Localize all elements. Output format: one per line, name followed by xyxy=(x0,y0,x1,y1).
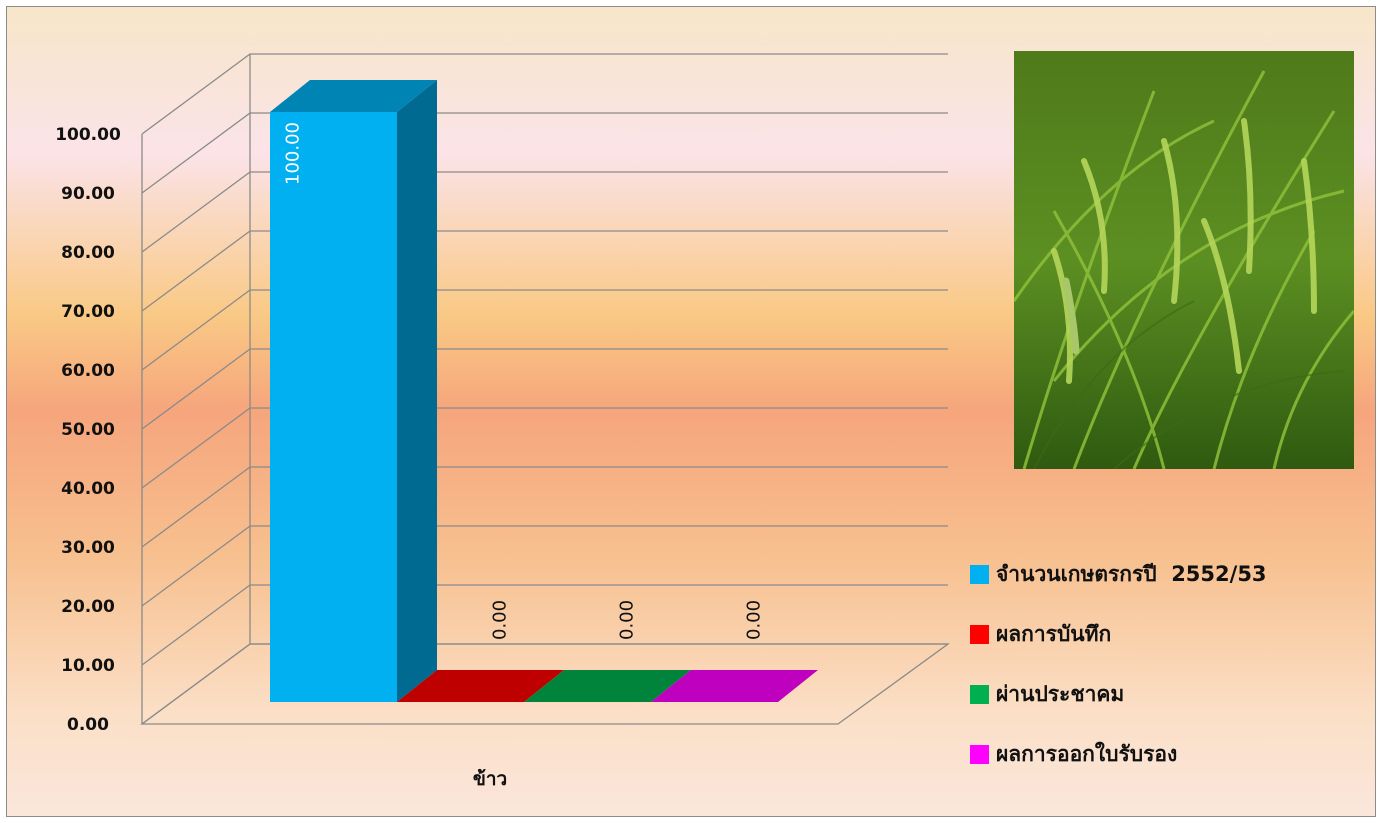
chart-floor xyxy=(140,643,950,725)
x-category-label: ข้าว xyxy=(473,768,507,790)
gridline xyxy=(141,407,948,489)
bar-top-4 xyxy=(651,670,818,702)
y-tick-label: 0.00 xyxy=(67,715,109,735)
gridline xyxy=(141,112,948,194)
bar-1 xyxy=(270,112,397,702)
legend-label: ผลการบันทึก xyxy=(996,621,1112,646)
legend-swatch xyxy=(970,684,989,704)
legend-item: ผ่านประชาคม xyxy=(970,664,1370,724)
gridline xyxy=(141,525,948,607)
data-label: 100.00 xyxy=(283,122,304,185)
y-tick-label: 30.00 xyxy=(61,538,115,558)
data-label: 0.00 xyxy=(744,600,765,640)
bar-side-1 xyxy=(397,80,437,702)
y-tick-label: 50.00 xyxy=(61,420,115,440)
data-label: 0.00 xyxy=(490,600,511,640)
gridline xyxy=(141,230,948,312)
gridline xyxy=(141,348,948,430)
gridline xyxy=(141,171,948,253)
y-tick-label: 20.00 xyxy=(61,597,115,617)
bar-top-2 xyxy=(397,670,564,702)
data-label: 0.00 xyxy=(617,600,638,640)
rice-plant-photo xyxy=(1012,51,1356,470)
gridline xyxy=(141,289,948,371)
y-tick-label: 60.00 xyxy=(61,361,115,381)
legend-item: ผลการบันทึก xyxy=(970,604,1370,664)
legend-label: ผ่านประชาคม xyxy=(996,681,1125,706)
legend-item: ผลการออกใบรับรอง xyxy=(970,724,1370,784)
legend-label: ผลการออกใบรับรอง xyxy=(996,741,1178,766)
gridline xyxy=(141,466,948,548)
y-tick-label: 70.00 xyxy=(61,302,115,322)
bar-top-1 xyxy=(270,80,437,112)
chart-legend: จำนวนเกษตรกรปี 2552/53 ผลการบันทึก ผ่านป… xyxy=(970,544,1370,784)
gridline xyxy=(141,584,948,666)
legend-label: จำนวนเกษตรกรปี 2552/53 xyxy=(996,561,1267,586)
y-tick-label: 100.00 xyxy=(55,125,121,145)
legend-swatch xyxy=(970,744,989,764)
y-tick-label: 80.00 xyxy=(61,243,115,263)
y-tick-label: 10.00 xyxy=(61,656,115,676)
y-tick-label: 90.00 xyxy=(61,184,115,204)
gridline xyxy=(141,53,948,135)
y-tick-label: 40.00 xyxy=(61,479,115,499)
bar-top-3 xyxy=(524,670,691,702)
legend-swatch xyxy=(970,624,989,644)
legend-item: จำนวนเกษตรกรปี 2552/53 xyxy=(970,544,1370,604)
legend-swatch xyxy=(970,564,989,584)
